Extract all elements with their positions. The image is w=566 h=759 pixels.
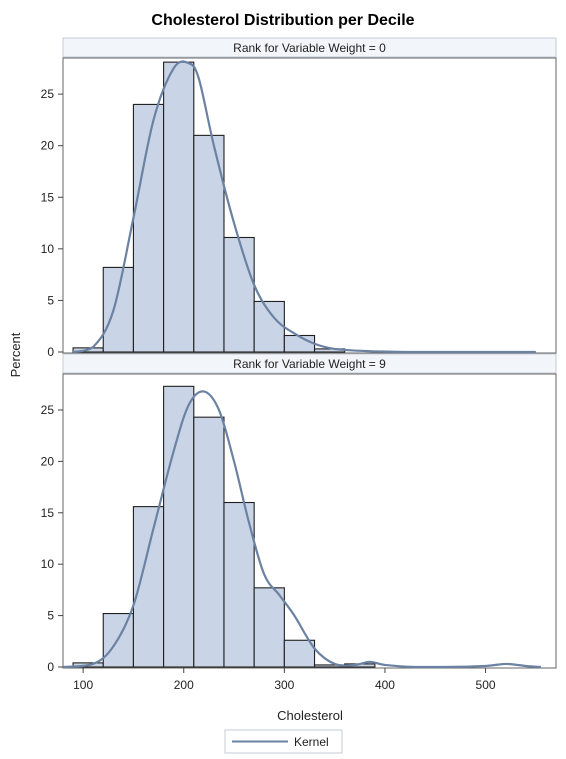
panel-2-kernel <box>62 390 541 669</box>
panel-2-header <box>62 353 557 374</box>
panel-2-header-text: Rank for Variable Weight = 9 <box>233 357 386 371</box>
histogram-bar <box>223 236 255 353</box>
panel-1-header-text: Rank for Variable Weight = 0 <box>233 41 386 55</box>
y-tick-label: 0 <box>47 345 54 359</box>
x-tick-label: 300 <box>274 678 294 692</box>
x-tick-label: 200 <box>174 678 194 692</box>
kernel-density-line <box>62 390 541 669</box>
histogram-bar <box>283 334 316 353</box>
y-tick-label: 5 <box>47 609 54 623</box>
y-tick-label: 20 <box>41 454 55 468</box>
histogram-bar <box>253 587 285 668</box>
panel-1-header <box>62 37 557 58</box>
legend-kernel-label: Kernel <box>294 735 329 749</box>
x-tick-label: 500 <box>476 678 496 692</box>
panel-2: Rank for Variable Weight = 9 0 5 10 15 20 25 <box>41 353 557 674</box>
histogram-bar <box>223 501 255 668</box>
x-axis: 100 200 300 400 500 <box>73 668 496 692</box>
y-tick-label: 10 <box>41 557 55 571</box>
y-tick-label: 25 <box>41 403 55 417</box>
histogram-bar <box>102 266 134 353</box>
x-tick-label: 100 <box>73 678 93 692</box>
histogram-bar <box>253 300 285 353</box>
histogram-bar <box>163 385 195 668</box>
y-tick-label: 20 <box>41 139 55 153</box>
panel-2-y-ticks: 0 5 10 15 20 25 <box>41 403 63 674</box>
x-tick-label: 400 <box>375 678 395 692</box>
y-tick-label: 5 <box>47 293 54 307</box>
x-axis-label: Cholesterol <box>277 708 343 723</box>
y-tick-label: 15 <box>41 506 55 520</box>
panel-1-y-ticks: 0 5 10 15 20 25 <box>41 87 63 359</box>
histogram-bar <box>163 61 195 353</box>
histogram-bar <box>193 416 225 668</box>
kernel-density-line <box>72 60 536 354</box>
panel-1-kernel <box>72 60 536 354</box>
y-tick-label: 0 <box>47 660 54 674</box>
y-tick-label: 10 <box>41 242 55 256</box>
histogram-bar <box>283 639 316 668</box>
legend: Kernel <box>224 729 343 754</box>
y-axis-label: Percent <box>8 332 23 377</box>
panel-1: Rank for Variable Weight = 0 0 5 10 15 20 25 <box>41 37 557 359</box>
histogram-bar <box>193 134 225 353</box>
y-tick-label: 25 <box>41 87 55 101</box>
chart-title: Cholesterol Distribution per Decile <box>151 12 414 29</box>
y-tick-label: 15 <box>41 190 55 204</box>
